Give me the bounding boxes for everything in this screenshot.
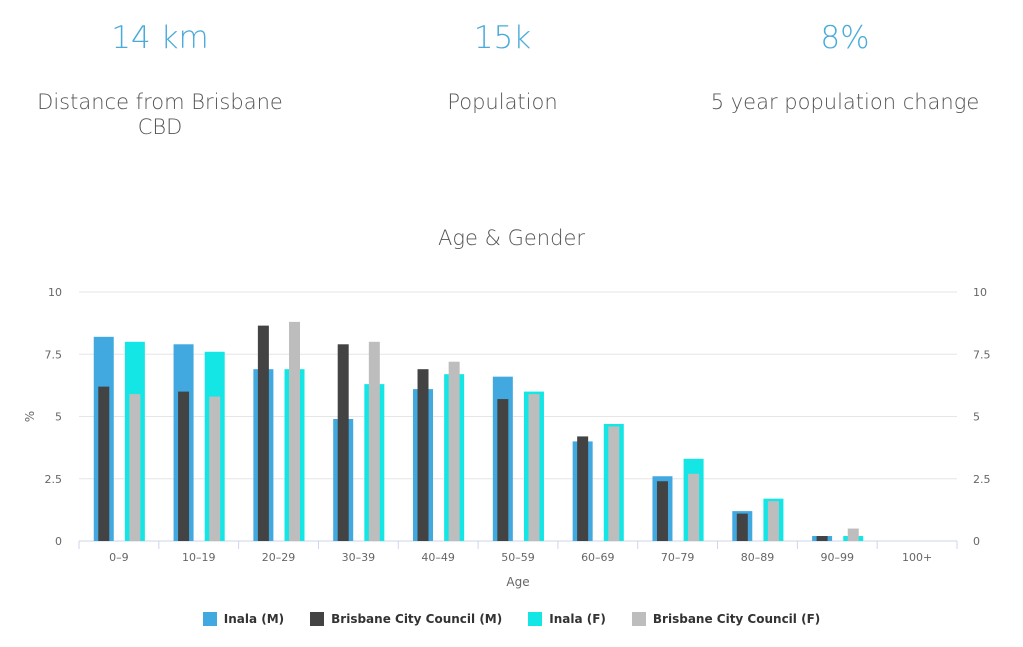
bar-brisbane-city-council-f — [368, 341, 380, 541]
x-tick-label: 0–9 — [109, 551, 129, 564]
bar-brisbane-city-council-m — [656, 481, 668, 541]
bar-brisbane-city-council-m — [497, 399, 509, 541]
bar-brisbane-city-council-m — [178, 391, 190, 541]
bar-brisbane-city-council-m — [417, 369, 429, 541]
legend-item[interactable]: Brisbane City Council (F) — [631, 612, 821, 626]
chart-title: Age & Gender — [438, 226, 585, 250]
x-tick-label: 30–39 — [342, 551, 376, 564]
legend-swatch — [528, 612, 543, 626]
bar-brisbane-city-council-m — [257, 325, 269, 541]
stat-distance: 14 km Distance from Brisbane CBD — [20, 0, 300, 150]
legend-swatch — [310, 612, 325, 626]
legend-item[interactable]: Brisbane City Council (M) — [310, 612, 502, 626]
legend-item[interactable]: Inala (M) — [202, 612, 285, 626]
chart-legend: Inala (M) Brisbane City Council (M) Inala … — [0, 612, 1023, 626]
x-tick-label: 90–99 — [821, 551, 855, 564]
x-tick-label: 50–59 — [501, 551, 535, 564]
stat-population-label: Population — [447, 90, 558, 114]
legend-swatch — [631, 612, 646, 626]
stat-distance-value: 14 km — [111, 20, 209, 56]
x-tick-label: 70–79 — [661, 551, 695, 564]
y-tick-label-left: 7.5 — [45, 348, 63, 361]
bar-brisbane-city-council-f — [767, 501, 779, 541]
x-axis-title: Age — [506, 575, 529, 589]
y-axis-title: % — [23, 411, 37, 422]
y-tick-label-right: 0 — [973, 535, 980, 548]
y-tick-label-left: 0 — [55, 535, 62, 548]
bar-brisbane-city-council-f — [289, 321, 301, 541]
x-tick-label: 20–29 — [262, 551, 296, 564]
legend-item[interactable]: Inala (F) — [528, 612, 606, 626]
stat-population: 15k Population — [380, 0, 625, 150]
bar-brisbane-city-council-f — [209, 396, 221, 541]
legend-label: Brisbane City Council (F) — [652, 612, 821, 626]
bar-brisbane-city-council-f — [688, 473, 700, 541]
stat-distance-label: Distance from Brisbane CBD — [37, 90, 283, 139]
x-tick-label: 80–89 — [741, 551, 775, 564]
y-tick-label-right: 7.5 — [973, 348, 991, 361]
bar-brisbane-city-council-f — [847, 528, 859, 541]
x-tick-label: 100+ — [902, 551, 932, 564]
y-tick-label-right: 2.5 — [973, 473, 991, 486]
bar-brisbane-city-council-f — [608, 426, 620, 541]
x-tick-label: 40–49 — [421, 551, 455, 564]
stat-population-change-value: 8% — [820, 20, 870, 56]
stat-population-change-label: 5 year population change — [710, 90, 980, 114]
bar-brisbane-city-council-f — [528, 394, 540, 541]
y-tick-label-right: 10 — [973, 286, 987, 299]
stat-population-change: 8% 5 year population change — [700, 0, 990, 150]
y-tick-label-left: 2.5 — [45, 473, 63, 486]
bar-brisbane-city-council-f — [129, 394, 141, 541]
stat-population-value: 15k — [473, 20, 532, 56]
legend-swatch — [202, 612, 217, 626]
legend-label: Inala (M) — [223, 612, 285, 626]
bar-brisbane-city-council-m — [577, 436, 589, 541]
legend-label: Brisbane City Council (M) — [331, 612, 503, 626]
bar-brisbane-city-council-m — [736, 513, 748, 541]
bar-brisbane-city-council-m — [98, 386, 110, 541]
x-tick-label: 60–69 — [581, 551, 615, 564]
legend-label: Inala (F) — [549, 612, 606, 626]
bar-brisbane-city-council-f — [448, 361, 460, 541]
y-tick-label-left: 10 — [48, 286, 62, 299]
y-tick-label-right: 5 — [973, 411, 980, 424]
x-tick-label: 10–19 — [182, 551, 216, 564]
bar-brisbane-city-council-m — [816, 536, 828, 541]
y-tick-label-left: 5 — [55, 411, 62, 424]
bar-brisbane-city-council-m — [337, 344, 349, 541]
